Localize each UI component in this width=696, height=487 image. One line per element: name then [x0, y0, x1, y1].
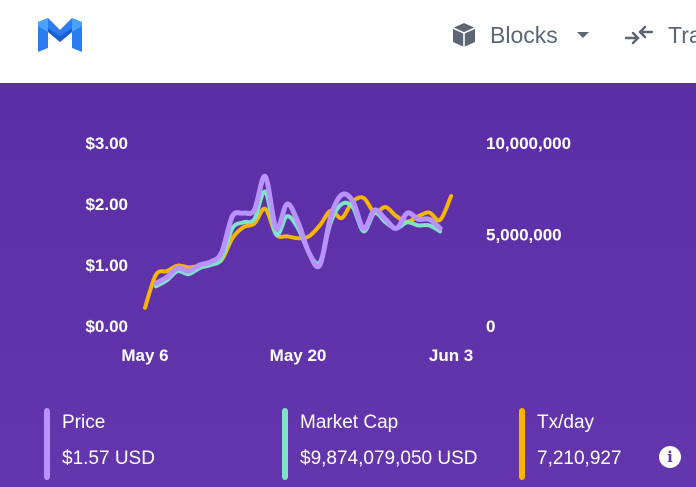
market-cap-color-bar [282, 408, 288, 480]
y-left-tick-label: $1.00 [85, 256, 128, 275]
y-right-tick-label: 0 [486, 317, 495, 336]
stat-market-cap-value: $9,874,079,050 USD [300, 448, 478, 469]
nav-transactions-label: Tra [668, 21, 696, 48]
y-right-tick-label: 10,000,000 [486, 134, 571, 153]
y-left-tick-label: $2.00 [85, 195, 128, 214]
stat-price: Price $1.57 USD [44, 408, 244, 480]
series-line-price [153, 173, 443, 286]
stat-price-label: Price [62, 412, 106, 433]
stats-panel: $0.00 $1.00 $2.00 $3.00 0 5,000,000 10,000,00… [0, 83, 696, 487]
chevron-down-icon [576, 32, 589, 38]
stats-row: Price $1.57 USD Market Cap $9,874,079,05… [0, 408, 696, 487]
nav-transactions[interactable]: Tra [624, 18, 696, 52]
stat-market-cap: Market Cap $9,874,079,050 USD [282, 408, 512, 480]
y-left-tick-label: $3.00 [85, 134, 128, 153]
stat-tx-per-day-label: Tx/day [537, 412, 595, 433]
stat-tx-per-day: Tx/day 7,210,927 i [519, 408, 689, 480]
stat-market-cap-label: Market Cap [300, 412, 399, 433]
x-tick-label: May 6 [121, 346, 168, 365]
tx-per-day-color-bar [519, 408, 525, 480]
stat-price-value: $1.57 USD [62, 448, 155, 469]
x-tick-label: May 20 [270, 346, 327, 365]
info-icon[interactable]: i [659, 446, 681, 468]
y-left-tick-label: $0.00 [85, 317, 128, 336]
top-navbar: Blocks Tra [0, 0, 696, 83]
price-chart: $0.00 $1.00 $2.00 $3.00 0 5,000,000 10,000,00… [85, 134, 571, 365]
stat-tx-per-day-value: 7,210,927 [537, 448, 622, 469]
y-right-tick-label: 5,000,000 [486, 226, 562, 245]
nav-blocks-label: Blocks [490, 21, 558, 48]
price-color-bar [44, 408, 50, 480]
x-tick-label: Jun 3 [429, 346, 473, 365]
nav-blocks-dropdown[interactable]: Blocks [450, 18, 590, 52]
matic-m-logo-icon[interactable] [36, 16, 84, 54]
transfer-arrows-icon [624, 25, 654, 45]
cube-icon [452, 23, 476, 47]
